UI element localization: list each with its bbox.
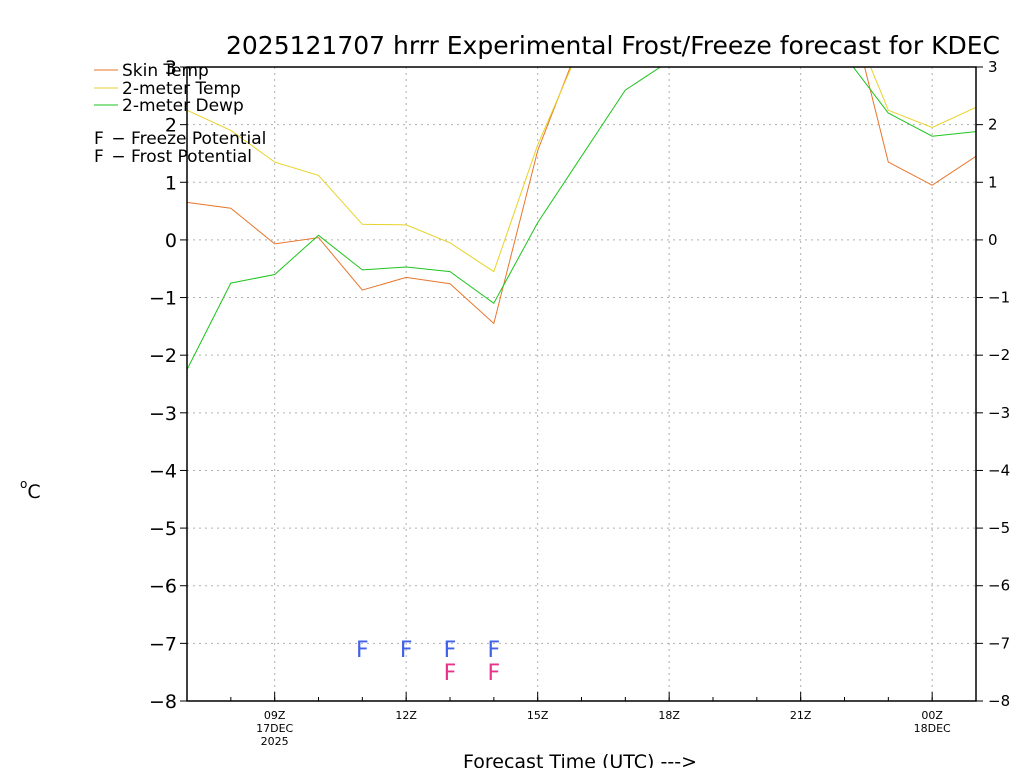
- y-tick-label: −2: [149, 345, 177, 367]
- grid-lines: [187, 67, 976, 701]
- series-line-2-meter-dewp: [187, 67, 976, 370]
- y-tick-label-right: −6: [988, 577, 1010, 595]
- x-tick-label: 00Z: [921, 709, 943, 722]
- legend-label-2m-temp: 2-meter Temp: [122, 79, 241, 99]
- y-tick-label-right: −8: [988, 692, 1010, 710]
- x-tick-label: 18Z: [658, 709, 680, 722]
- y-tick-label-right: 1: [988, 173, 998, 191]
- legend: Skin Temp 2-meter Temp 2-meter Dewp F − …: [94, 61, 266, 167]
- y-tick-label-right: −5: [988, 519, 1010, 537]
- legend-label-2m-dewp: 2-meter Dewp: [122, 96, 244, 116]
- potential-flags: F F F FF F: [356, 638, 500, 686]
- y-tick-label: 2: [165, 115, 177, 137]
- x-tick-label: 21Z: [790, 709, 812, 722]
- legend-frost-label: − Frost Potential: [106, 147, 252, 167]
- legend-frost-letter: F: [94, 147, 104, 167]
- series-lines: [187, 67, 976, 370]
- series-line-skin-temp: [187, 67, 976, 325]
- y-axis-label-unit: C: [27, 481, 40, 503]
- y-tick-label: −6: [149, 576, 177, 598]
- x-tick-label: 09Z: [264, 709, 286, 722]
- y-axis-left: 3 2 1 0 −1 −2 −3 −4 −5 −6 −7 −8: [149, 57, 187, 713]
- y-tick-label: 3: [165, 57, 177, 79]
- y-tick-label-right: −7: [988, 634, 1010, 652]
- y-tick-label-right: −1: [988, 289, 1010, 307]
- legend-freeze-label: − Freeze Potential: [106, 129, 266, 149]
- x-tick-date: 17DEC: [256, 722, 293, 735]
- y-axis-label-degree: o: [20, 477, 27, 491]
- y-tick-label: −1: [149, 288, 177, 310]
- x-axis-label: Forecast Time (UTC) --->: [463, 751, 697, 768]
- legend-freeze-letter: F: [94, 129, 104, 149]
- x-tick-label: 12Z: [395, 709, 417, 722]
- y-tick-label-right: 0: [988, 231, 998, 249]
- chart-title: 2025121707 hrrr Experimental Frost/Freez…: [226, 31, 1000, 60]
- frost-flag: F: [356, 638, 369, 663]
- y-tick-label: 1: [165, 172, 177, 194]
- frost-flag: F: [488, 638, 501, 663]
- y-tick-label: −4: [149, 460, 177, 482]
- y-tick-label: −3: [149, 403, 177, 425]
- y-tick-label-right: −2: [988, 346, 1010, 364]
- y-tick-label: −8: [149, 691, 177, 713]
- y-axis-right: 3 2 1 0 −1 −2 −3 −4 −5 −6 −7 −8: [976, 58, 1010, 710]
- y-tick-label-right: −3: [988, 404, 1010, 422]
- y-tick-label: 0: [165, 230, 177, 252]
- frost-flag: F: [400, 638, 413, 663]
- y-axis-label: oC: [20, 477, 41, 503]
- freeze-flag: F: [488, 661, 501, 686]
- x-tick-year: 2025: [261, 735, 289, 748]
- frost-flag: F: [444, 638, 457, 663]
- freeze-flag: F: [444, 661, 457, 686]
- series-line-2-meter-temp: [187, 67, 976, 273]
- y-tick-label: −5: [149, 518, 177, 540]
- legend-label-skin-temp: Skin Temp: [122, 61, 209, 81]
- y-tick-label: −7: [149, 633, 177, 655]
- y-tick-label-right: 2: [988, 116, 998, 134]
- x-tick-date: 18DEC: [914, 722, 951, 735]
- x-tick-label: 15Z: [527, 709, 549, 722]
- y-tick-label-right: −4: [988, 461, 1010, 479]
- y-tick-label-right: 3: [988, 58, 998, 76]
